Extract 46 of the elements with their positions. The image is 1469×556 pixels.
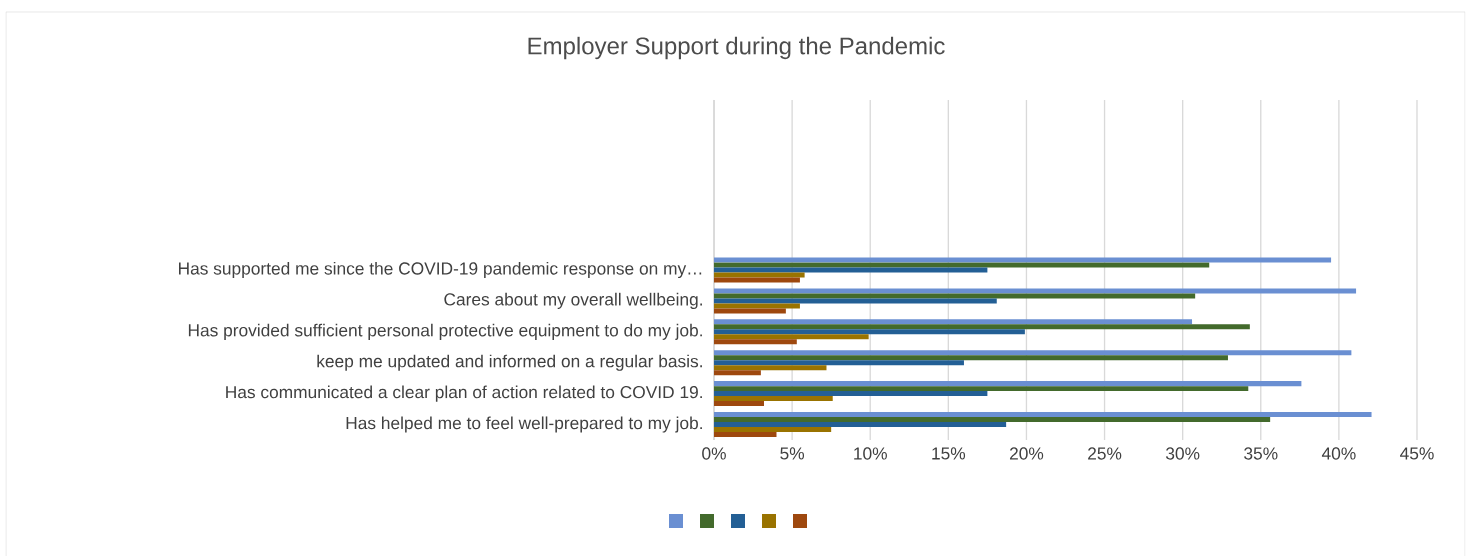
bar bbox=[714, 401, 764, 407]
bar bbox=[714, 308, 786, 314]
bar bbox=[714, 386, 1249, 392]
x-tick-label: 10% bbox=[854, 447, 887, 460]
x-tick-label: 45% bbox=[1400, 447, 1434, 460]
y-tick-label: Has supported me since the COVID-19 pandemic response on my… bbox=[179, 261, 702, 279]
y-tick-label: Cares about my overall wellbeing. bbox=[444, 292, 702, 309]
x-tick-label: 15% bbox=[932, 447, 966, 460]
bar bbox=[714, 360, 964, 366]
bar bbox=[714, 350, 1352, 356]
bar bbox=[714, 324, 1250, 330]
bar bbox=[714, 370, 761, 376]
bar bbox=[714, 427, 832, 433]
bar bbox=[714, 396, 833, 402]
chart-title: Employer Support during the Pandemic bbox=[528, 36, 945, 60]
bar bbox=[714, 257, 1332, 263]
y-tick-label: Has communicated a clear plan of action related to COVID 19. bbox=[226, 385, 702, 402]
bar bbox=[714, 272, 805, 278]
bar bbox=[714, 267, 988, 273]
bar bbox=[714, 303, 800, 309]
bar bbox=[714, 298, 997, 304]
x-tick-label: 0% bbox=[702, 447, 726, 460]
bar bbox=[714, 319, 1193, 325]
bar bbox=[714, 334, 869, 340]
x-tick-label: 25% bbox=[1088, 447, 1122, 460]
x-tick-label: 35% bbox=[1244, 447, 1278, 460]
bar bbox=[714, 432, 777, 438]
bar bbox=[714, 329, 1025, 335]
x-tick-label: 20% bbox=[1009, 447, 1044, 460]
y-tick-label: Has provided sufficient personal protective equipment to do my job. bbox=[188, 323, 702, 340]
y-tick-label: Has helped me to feel well-prepared to my job. bbox=[346, 416, 702, 433]
bar bbox=[714, 412, 1372, 418]
bar bbox=[714, 355, 1228, 361]
bar bbox=[714, 422, 1007, 428]
x-tick-label: 5% bbox=[780, 447, 805, 460]
bar bbox=[714, 277, 800, 283]
x-tick-label: 30% bbox=[1165, 447, 1200, 460]
bar bbox=[714, 365, 827, 371]
bar bbox=[714, 288, 1357, 294]
bar bbox=[714, 417, 1271, 423]
y-tick-label: keep me updated and informed on a regular basis. bbox=[317, 354, 702, 371]
bar bbox=[714, 391, 988, 397]
bar bbox=[714, 381, 1302, 387]
x-tick-label: 40% bbox=[1321, 447, 1356, 460]
bar bbox=[714, 339, 797, 345]
bar bbox=[714, 293, 1196, 299]
